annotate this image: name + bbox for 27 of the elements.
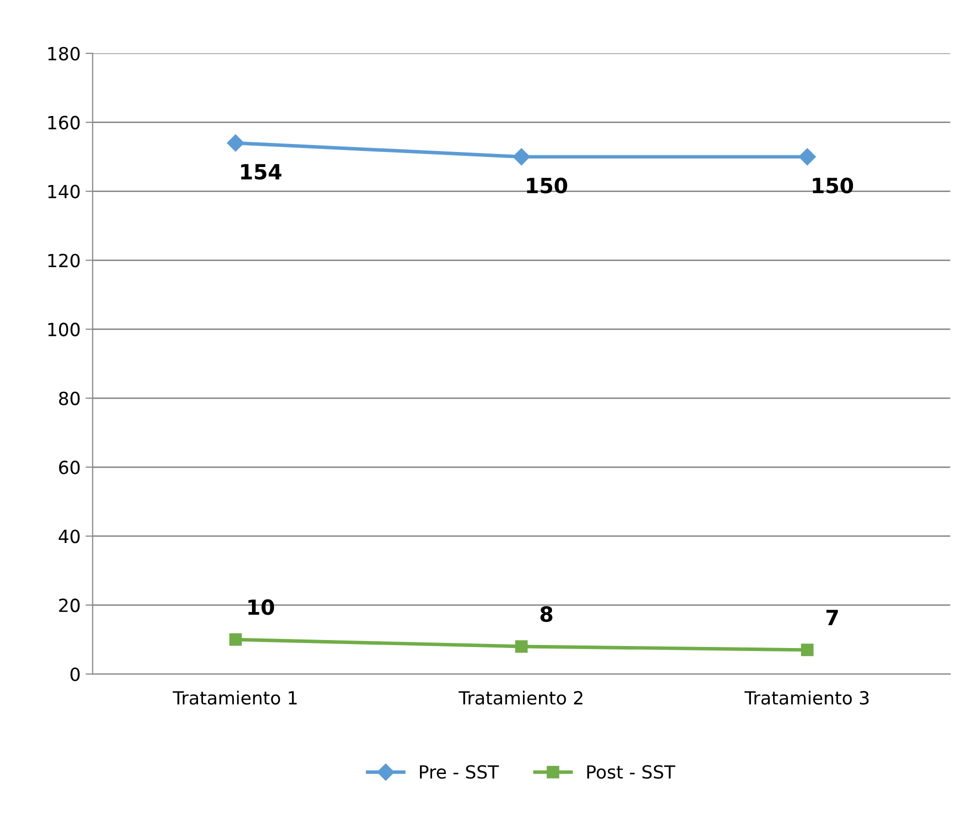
point <box>229 633 242 646</box>
data-label: 8 <box>540 606 552 622</box>
data-label: 7 <box>826 610 838 626</box>
y-tick-label: 100 <box>48 322 80 336</box>
x-tick-label: Tratamiento 1 <box>172 690 297 705</box>
y-tick-label: 160 <box>48 116 80 130</box>
y-tick-label: 20 <box>59 598 80 612</box>
data-label: 10 <box>248 599 274 616</box>
y-tick-label: 40 <box>58 530 80 544</box>
x-tick-label: Tratamiento 3 <box>744 690 869 705</box>
y-tick-label: 80 <box>59 392 80 406</box>
y-tick-label: 140 <box>48 184 80 198</box>
point <box>512 148 530 166</box>
y-tick-label: 120 <box>48 254 80 268</box>
y-tick-label: 60 <box>59 460 80 474</box>
data-label: 150 <box>812 178 854 194</box>
data-label: 154 <box>241 164 282 180</box>
y-tick-label: 0 <box>70 668 80 682</box>
data-label: 150 <box>527 178 568 194</box>
point <box>227 134 244 152</box>
legend-label: Post - SST <box>587 765 676 779</box>
legend-label: Pre - SST <box>420 765 499 779</box>
point <box>801 644 814 656</box>
point <box>515 640 528 653</box>
x-tick-label: Tratamiento 2 <box>458 690 582 705</box>
point <box>798 148 816 166</box>
y-tick-label: 180 <box>48 46 80 60</box>
